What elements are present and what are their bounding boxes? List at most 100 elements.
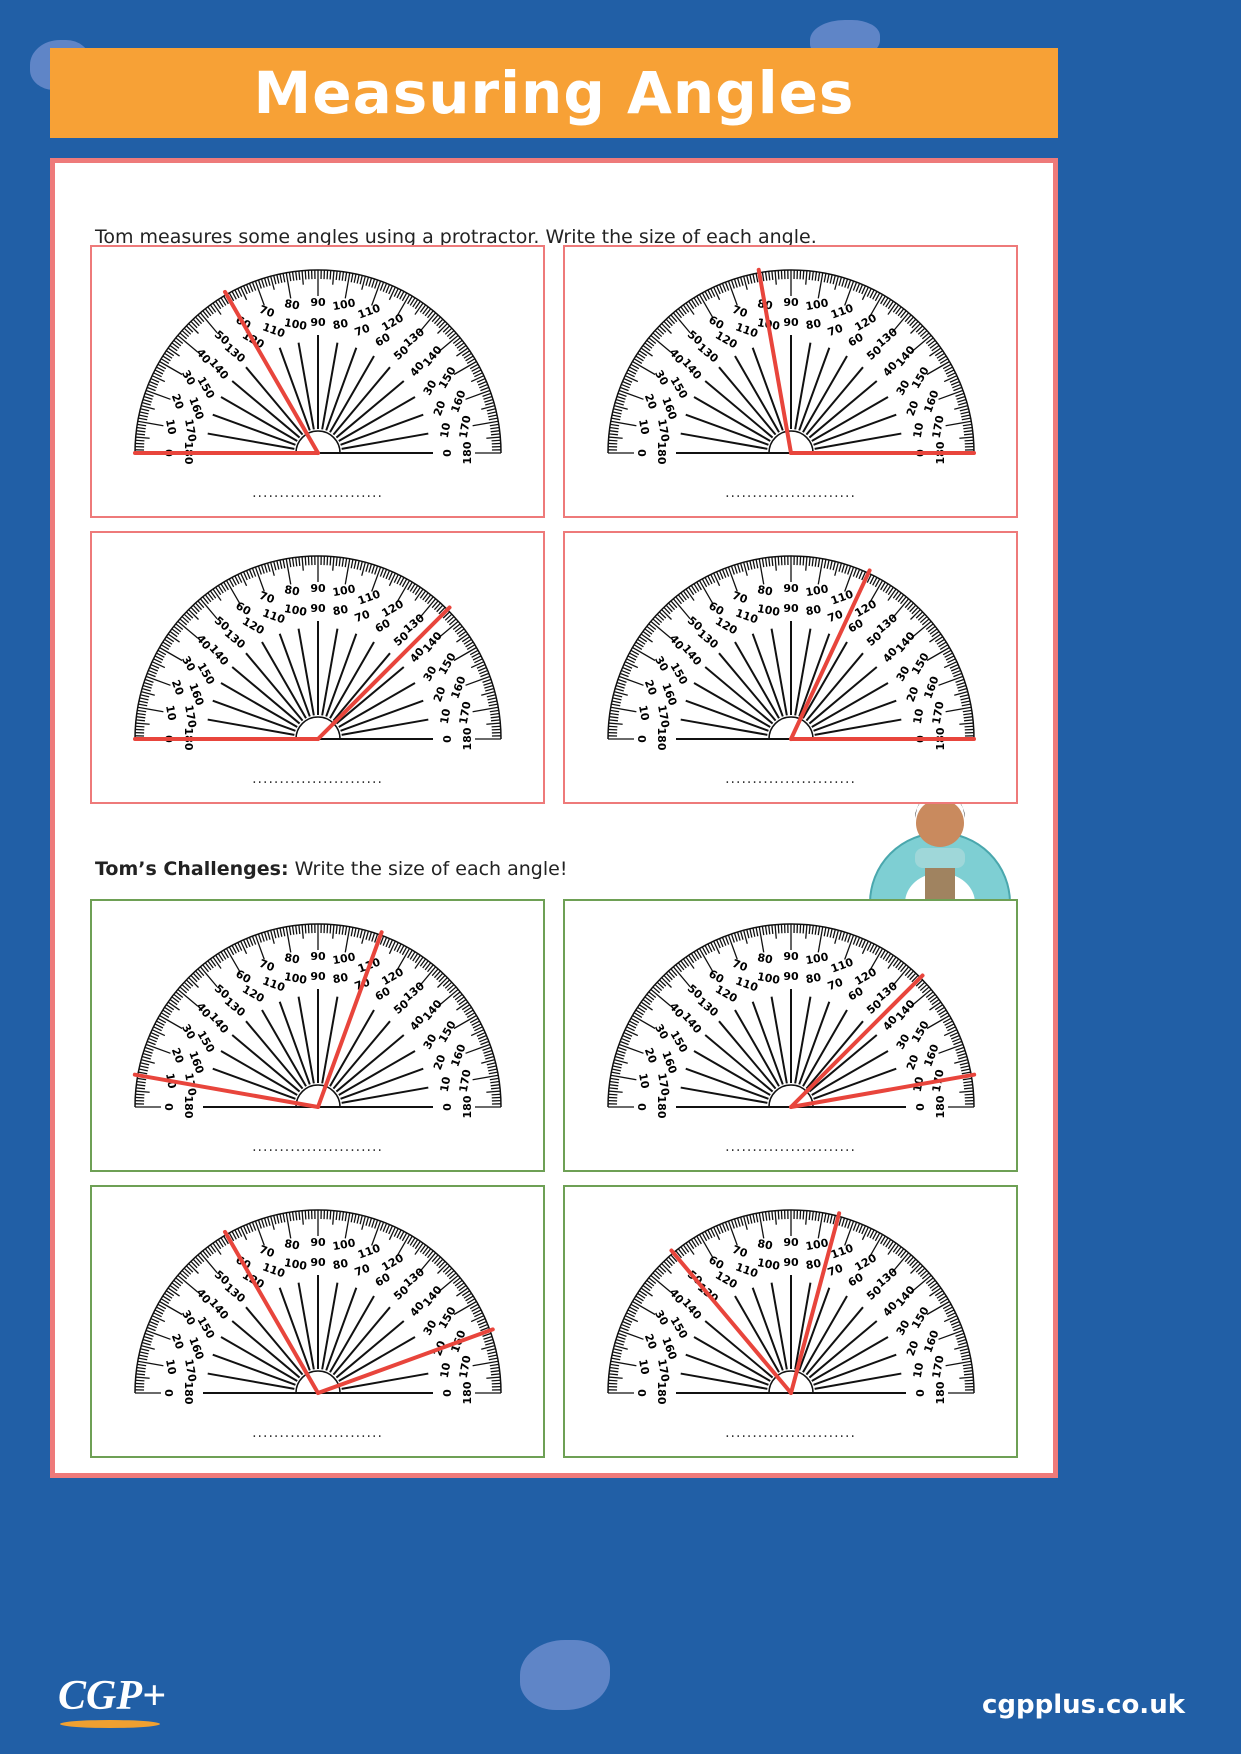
tick-mark [710,942,716,951]
tick-mark [897,308,905,317]
answer-blank[interactable]: ........................ [725,771,856,787]
tick-mark [936,352,945,359]
tick-mark [715,285,721,295]
outer-scale-label: 30 [652,1022,671,1042]
tick-mark [260,932,265,942]
tick-mark [199,966,218,988]
tick-mark [959,1090,974,1093]
tick-mark [145,389,171,400]
tick-mark [774,924,777,939]
tick-mark [137,709,147,713]
tick-mark [637,638,646,645]
inner-scale-label: 180 [655,1096,668,1119]
tick-mark [452,623,461,631]
inner-scale-label: 90 [783,602,799,615]
tick-mark [207,960,214,969]
answer-blank[interactable]: ........................ [725,1425,856,1441]
answer-blank[interactable]: ........................ [252,1425,383,1441]
tick-mark [670,600,678,609]
tick-mark [465,1043,491,1054]
inner-scale-label: 30 [894,1032,913,1052]
spoke [321,1282,339,1370]
tick-mark [612,697,622,701]
outer-scale-label: 170 [930,700,947,725]
tick-mark [490,1373,501,1376]
answer-blank[interactable]: ........................ [725,485,856,501]
outer-scale-label: 0 [635,1103,648,1111]
tick-mark [958,1055,968,1060]
outer-scale-label: 150 [436,650,459,677]
tick-mark [171,996,180,1003]
answer-blank[interactable]: ........................ [725,1139,856,1155]
tick-mark [624,1315,639,1323]
tick-mark [446,330,455,338]
tick-mark [652,332,661,340]
tick-mark [963,1373,974,1376]
center-semicircle [295,1084,341,1108]
tick-mark [638,350,648,357]
tick-mark [285,272,292,299]
tick-mark [701,1232,708,1242]
tick-mark [470,375,485,383]
outer-scale-label: 110 [829,955,855,975]
tick-mark [142,398,152,403]
tick-mark [298,556,301,567]
tick-mark [251,1221,257,1231]
tick-mark [332,1210,335,1225]
tick-mark [608,719,619,722]
tick-mark [215,586,222,596]
inner-scale-label: 160 [186,1049,206,1075]
tick-mark [614,687,624,692]
outer-scale-label: 0 [162,1389,175,1397]
tick-mark [963,1084,973,1087]
tick-mark [474,658,483,664]
tick-mark [919,330,928,338]
tick-mark [477,1320,487,1326]
spoke [341,1372,429,1390]
tick-mark [138,414,148,418]
tick-mark [707,943,713,953]
tick-mark [637,1292,646,1299]
tick-mark [145,675,171,686]
spoke [332,652,391,722]
answer-blank[interactable]: ........................ [252,1139,383,1155]
tick-mark [207,1246,214,1255]
outer-scale-label: 150 [436,1018,459,1045]
spoke [808,666,878,725]
tick-mark [953,386,963,392]
tick-mark [453,646,477,662]
answer-blank[interactable]: ........................ [252,485,383,501]
tick-mark [263,1217,268,1227]
tick-mark [138,1354,148,1358]
answer-blank[interactable]: ........................ [252,771,383,787]
website-link[interactable]: cgpplus.co.uk [982,1690,1185,1720]
tick-mark [961,1071,971,1075]
angle-ray [789,1211,842,1395]
tick-mark [707,289,713,299]
tick-mark [395,948,411,972]
spoke [338,396,416,442]
tick-mark [610,1074,637,1081]
spoke [261,641,307,719]
tick-mark [633,644,643,650]
tick-mark [487,1351,497,1355]
spoke [693,1336,771,1382]
outer-scale-label: 100 [332,950,357,967]
tick-mark [379,567,385,577]
tick-mark [608,436,623,439]
tick-mark [626,1312,635,1318]
tick-mark [341,925,345,935]
tick-mark [476,663,486,669]
tick-mark [746,929,750,939]
tick-mark [646,339,655,347]
tick-mark [228,1232,235,1242]
tick-mark [619,1326,629,1332]
inner-scale-label: 170 [182,1358,199,1383]
tick-mark [685,1242,695,1255]
tick-mark [921,986,930,994]
tick-mark [774,1210,777,1225]
tick-mark [950,1034,960,1040]
tick-mark [938,1009,947,1016]
tick-mark [395,1234,411,1258]
outer-scale-label: 160 [921,388,941,414]
